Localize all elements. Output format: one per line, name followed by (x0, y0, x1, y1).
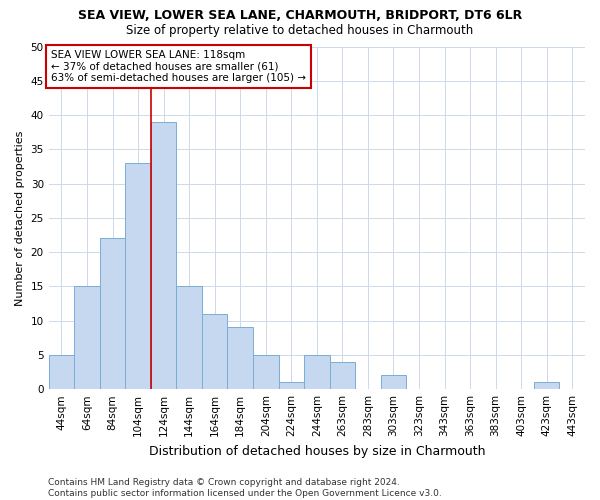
Bar (304, 355, 329, 389)
Bar (74, 286, 100, 389)
Bar (151, 122, 176, 389)
Y-axis label: Number of detached properties: Number of detached properties (15, 130, 25, 306)
Text: Contains HM Land Registry data © Crown copyright and database right 2024.
Contai: Contains HM Land Registry data © Crown c… (48, 478, 442, 498)
Bar (253, 355, 278, 389)
Bar (278, 382, 304, 389)
X-axis label: Distribution of detached houses by size in Charmouth: Distribution of detached houses by size … (149, 444, 485, 458)
Text: Size of property relative to detached houses in Charmouth: Size of property relative to detached ho… (127, 24, 473, 37)
Bar (202, 314, 227, 389)
Bar (125, 163, 151, 389)
Text: SEA VIEW, LOWER SEA LANE, CHARMOUTH, BRIDPORT, DT6 6LR: SEA VIEW, LOWER SEA LANE, CHARMOUTH, BRI… (78, 9, 522, 22)
Bar (380, 376, 406, 389)
Bar (227, 328, 253, 389)
Bar (176, 286, 202, 389)
Text: SEA VIEW LOWER SEA LANE: 118sqm
← 37% of detached houses are smaller (61)
63% of: SEA VIEW LOWER SEA LANE: 118sqm ← 37% of… (51, 50, 306, 83)
Bar (49, 355, 74, 389)
Bar (100, 238, 125, 389)
Bar (329, 362, 355, 389)
Bar (534, 382, 559, 389)
